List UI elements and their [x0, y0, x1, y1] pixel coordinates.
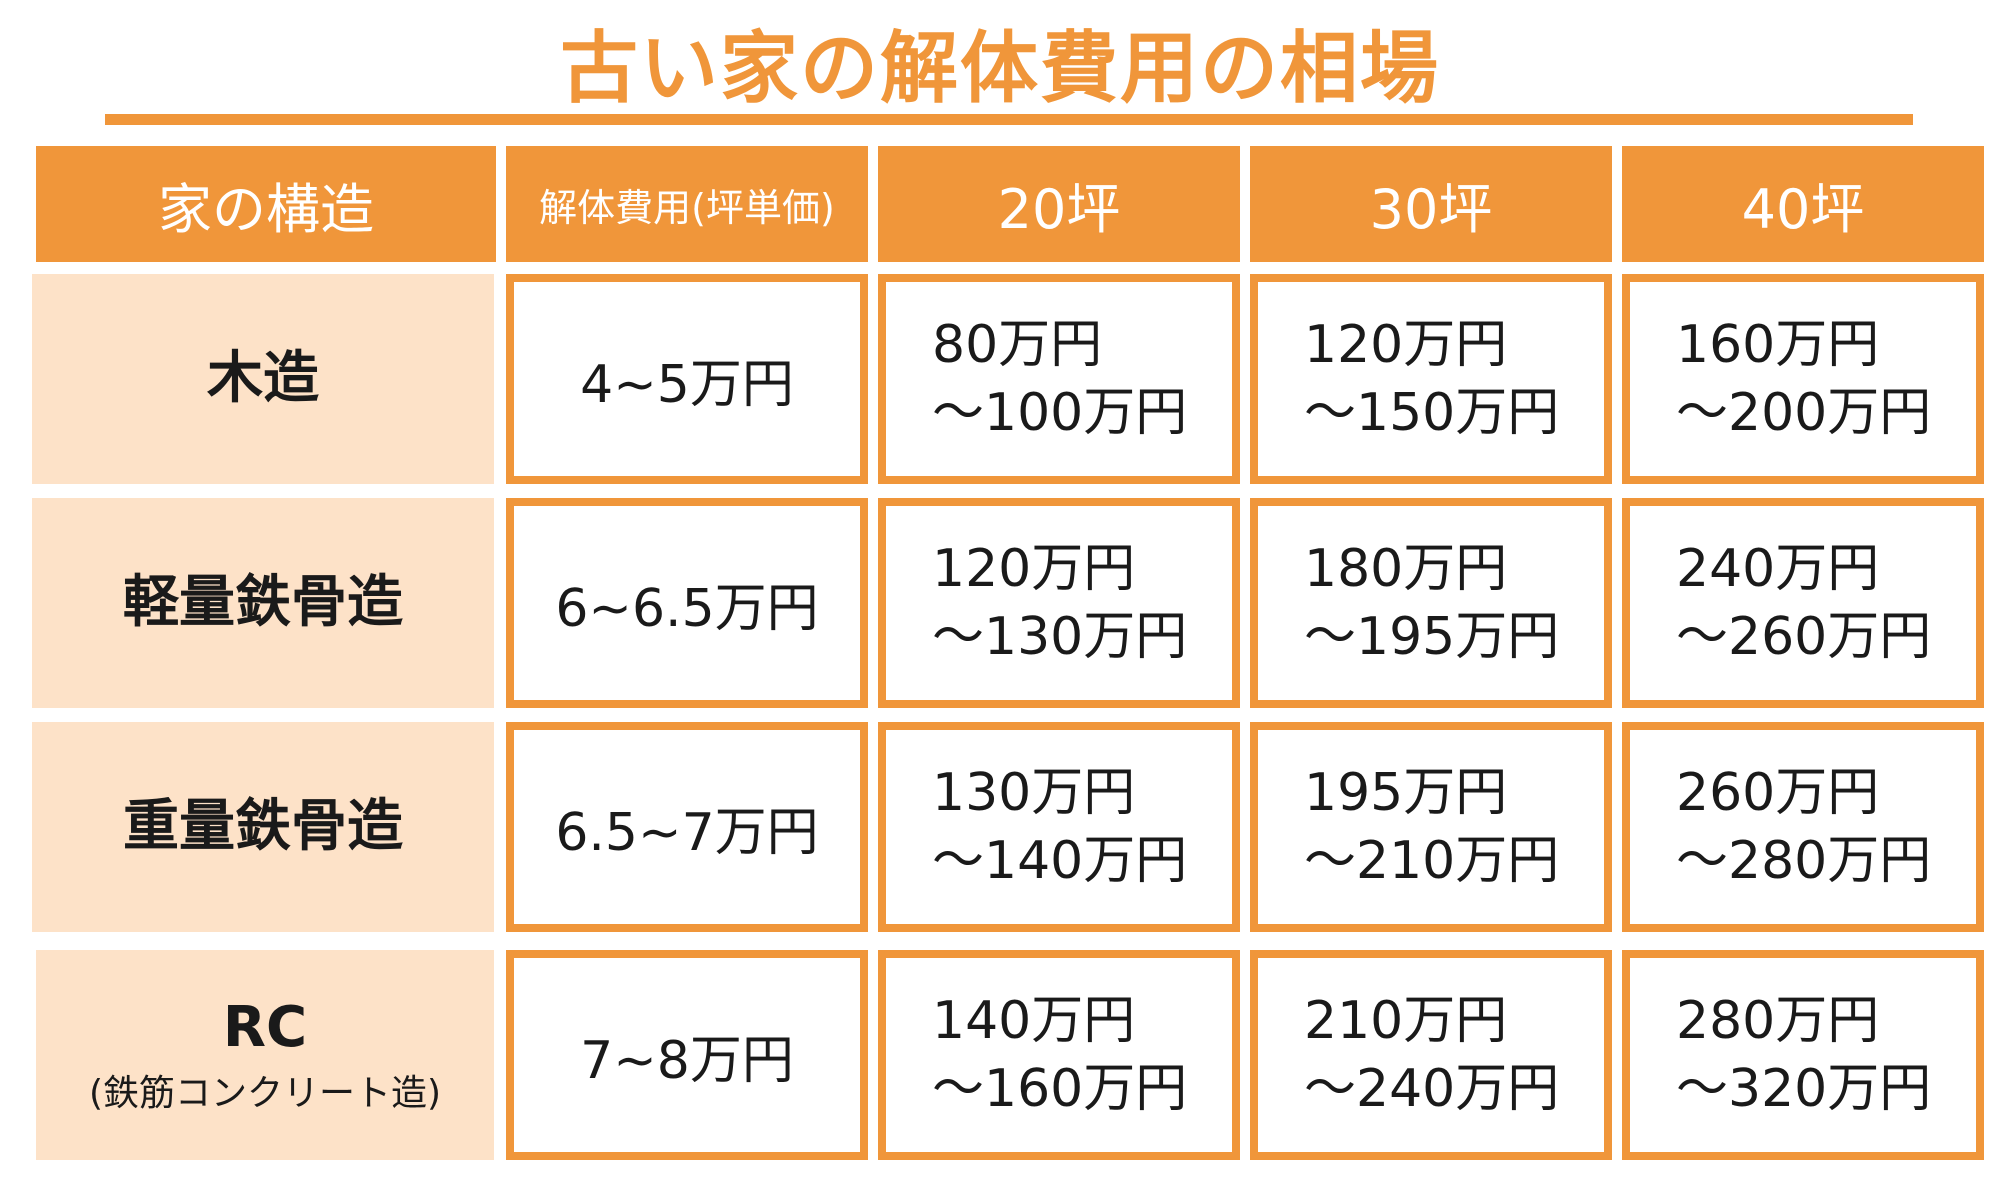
price-cell-40: 280万円 〜320万円	[1622, 950, 1984, 1160]
price-cell-20: 140万円 〜160万円	[878, 950, 1240, 1160]
structure-label: RC	[222, 995, 308, 1060]
price-cell-30: 210万円 〜240万円	[1250, 950, 1612, 1160]
structure-label: 軽量鉄骨造	[123, 570, 403, 635]
price-cell-20: 80万円 〜100万円	[878, 274, 1240, 484]
price-to: 〜200万円	[1676, 383, 1932, 443]
price-from: 280万円	[1676, 991, 1880, 1051]
price-from: 260万円	[1676, 763, 1880, 823]
price-to: 〜320万円	[1676, 1059, 1932, 1119]
header-20-tsubo: 20坪	[878, 146, 1240, 262]
price-cell-20: 120万円 〜130万円	[878, 498, 1240, 708]
price-from: 195万円	[1304, 763, 1508, 823]
price-to: 〜160万円	[932, 1059, 1188, 1119]
price-from: 140万円	[932, 991, 1136, 1051]
title-underline	[105, 114, 1913, 125]
price-to: 〜240万円	[1304, 1059, 1560, 1119]
header-30-tsubo: 30坪	[1250, 146, 1612, 262]
row-header-heavy-steel: 重量鉄骨造	[32, 722, 494, 932]
price-to: 〜100万円	[932, 383, 1188, 443]
row-header-wood: 木造	[32, 274, 494, 484]
header-40-tsubo: 40坪	[1622, 146, 1984, 262]
structure-label: 木造	[207, 346, 319, 411]
header-unit-price: 解体費用(坪単価)	[506, 146, 868, 262]
price-to: 〜150万円	[1304, 383, 1560, 443]
price-cell-30: 195万円 〜210万円	[1250, 722, 1612, 932]
price-to: 〜280万円	[1676, 831, 1932, 891]
unit-price-cell: 4~5万円	[506, 274, 868, 484]
price-to: 〜140万円	[932, 831, 1188, 891]
price-cell-20: 130万円 〜140万円	[878, 722, 1240, 932]
price-from: 80万円	[932, 315, 1103, 375]
price-to: 〜210万円	[1304, 831, 1560, 891]
price-cell-40: 160万円 〜200万円	[1622, 274, 1984, 484]
price-cell-40: 240万円 〜260万円	[1622, 498, 1984, 708]
page-title: 古い家の解体費用の相場	[559, 24, 1440, 114]
row-header-light-steel: 軽量鉄骨造	[32, 498, 494, 708]
price-to: 〜260万円	[1676, 607, 1932, 667]
price-from: 130万円	[932, 763, 1136, 823]
price-from: 240万円	[1676, 539, 1880, 599]
price-to: 〜130万円	[932, 607, 1188, 667]
price-cell-30: 180万円 〜195万円	[1250, 498, 1612, 708]
unit-price-cell: 6.5~7万円	[506, 722, 868, 932]
price-cell-30: 120万円 〜150万円	[1250, 274, 1612, 484]
price-from: 210万円	[1304, 991, 1508, 1051]
structure-label: 重量鉄骨造	[123, 794, 403, 859]
price-from: 120万円	[1304, 315, 1508, 375]
structure-sublabel: (鉄筋コンクリート造)	[88, 1073, 442, 1114]
row-header-rc: RC (鉄筋コンクリート造)	[36, 950, 494, 1160]
price-from: 180万円	[1304, 539, 1508, 599]
unit-price-cell: 7~8万円	[506, 950, 868, 1160]
header-structure: 家の構造	[36, 146, 496, 262]
unit-price-cell: 6~6.5万円	[506, 498, 868, 708]
price-from: 120万円	[932, 539, 1136, 599]
price-from: 160万円	[1676, 315, 1880, 375]
price-to: 〜195万円	[1304, 607, 1560, 667]
price-cell-40: 260万円 〜280万円	[1622, 722, 1984, 932]
